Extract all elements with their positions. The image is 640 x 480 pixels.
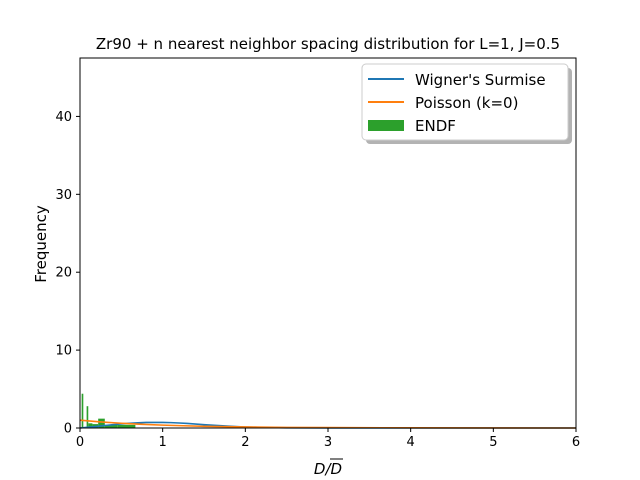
histogram-bar <box>104 424 118 428</box>
y-axis-label: Frequency <box>32 205 50 283</box>
legend: Wigner's Surmise Poisson (k=0) ENDF <box>361 63 572 144</box>
histogram-bar <box>98 418 105 428</box>
x-axis-label-mean: D <box>331 460 343 478</box>
legend-label-endf: ENDF <box>415 117 456 135</box>
x-axis-ticks: 0 1 2 3 4 5 6 <box>76 428 580 450</box>
y-tick-label: 0 <box>64 422 72 437</box>
x-tick-label: 2 <box>241 435 249 450</box>
y-tick-label: 20 <box>55 266 72 281</box>
legend-swatch-endf <box>368 120 404 131</box>
histogram-bar <box>117 424 136 428</box>
x-axis-label: D/D <box>314 458 343 478</box>
y-tick-label: 10 <box>55 344 72 359</box>
legend-label-wigner: Wigner's Surmise <box>415 71 546 89</box>
x-tick-label: 4 <box>407 435 415 450</box>
svg-text:D/D: D/D <box>314 460 342 478</box>
x-axis-label-numerator: D <box>314 460 326 478</box>
chart-title: Zr90 + n nearest neighbor spacing distri… <box>96 35 560 53</box>
x-tick-label: 5 <box>489 435 497 450</box>
x-tick-label: 0 <box>76 435 84 450</box>
y-tick-label: 30 <box>55 188 72 203</box>
x-tick-label: 3 <box>324 435 332 450</box>
y-axis-ticks: 0 10 20 30 40 <box>55 110 80 437</box>
y-tick-label: 40 <box>55 110 72 125</box>
x-tick-label: 6 <box>572 435 580 450</box>
x-tick-label: 1 <box>159 435 167 450</box>
legend-box <box>361 63 569 141</box>
legend-label-poisson: Poisson (k=0) <box>415 94 518 112</box>
histogram-bar <box>86 406 89 428</box>
histogram-bar <box>81 393 84 428</box>
histogram-bar <box>88 423 93 428</box>
